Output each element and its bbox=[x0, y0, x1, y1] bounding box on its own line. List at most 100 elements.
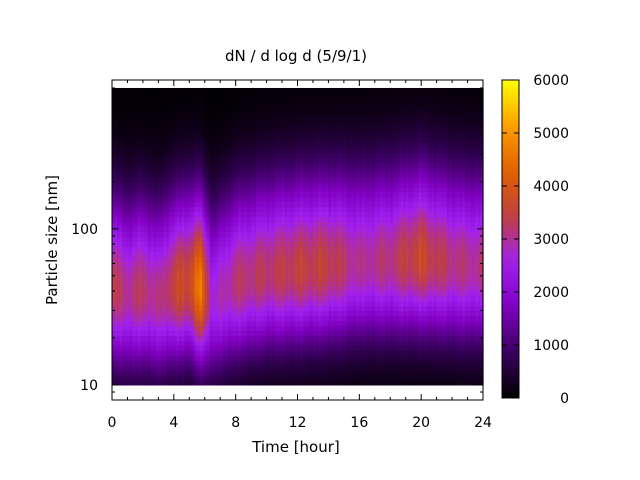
heatmap-cell bbox=[225, 122, 229, 129]
heatmap-cell bbox=[323, 221, 327, 228]
heatmap-cell bbox=[279, 92, 283, 99]
heatmap-cell bbox=[253, 365, 257, 371]
heatmap-cell bbox=[186, 251, 190, 257]
heatmap-cell bbox=[119, 365, 123, 371]
heatmap-cell bbox=[312, 172, 317, 178]
heatmap-cell bbox=[264, 132, 268, 139]
heatmap-cell bbox=[163, 374, 167, 381]
heatmap-cell bbox=[204, 172, 208, 178]
heatmap-cell bbox=[300, 152, 304, 158]
heatmap-cell bbox=[181, 226, 185, 233]
heatmap-cell bbox=[271, 182, 275, 188]
heatmap-cell bbox=[310, 280, 314, 287]
heatmap-cell bbox=[189, 370, 193, 376]
heatmap-cell bbox=[137, 172, 141, 178]
heatmap-cell bbox=[251, 330, 255, 336]
heatmap-cell bbox=[243, 201, 247, 208]
heatmap-cell bbox=[168, 374, 172, 381]
heatmap-cell bbox=[245, 231, 250, 238]
heatmap-cell bbox=[127, 379, 131, 386]
heatmap-cell bbox=[153, 365, 157, 371]
heatmap-cell bbox=[137, 157, 141, 163]
heatmap-cell bbox=[307, 226, 311, 233]
heatmap-cell bbox=[181, 340, 185, 346]
heatmap-cell bbox=[251, 305, 255, 312]
heatmap-cell bbox=[305, 211, 309, 218]
heatmap-cell bbox=[251, 186, 255, 193]
heatmap-cell bbox=[220, 246, 224, 252]
heatmap-cell bbox=[142, 241, 147, 247]
heatmap-cell bbox=[315, 221, 319, 228]
heatmap-cell bbox=[312, 206, 317, 213]
heatmap-cell bbox=[251, 231, 255, 238]
heatmap-cell bbox=[168, 365, 172, 371]
heatmap-cell bbox=[320, 340, 324, 346]
heatmap-cell bbox=[117, 142, 121, 148]
heatmap-cell bbox=[184, 162, 188, 168]
heatmap-cell bbox=[238, 370, 242, 376]
heatmap-cell bbox=[197, 206, 201, 213]
heatmap-cell bbox=[178, 280, 183, 287]
heatmap-cell bbox=[142, 122, 147, 129]
heatmap-cell bbox=[150, 365, 154, 371]
heatmap-cell bbox=[297, 177, 301, 183]
heatmap-cell bbox=[312, 374, 317, 381]
heatmap-cell bbox=[168, 122, 172, 129]
heatmap-cell bbox=[287, 271, 291, 277]
heatmap-cell bbox=[230, 246, 234, 252]
heatmap-cell bbox=[225, 350, 229, 356]
heatmap-cell bbox=[130, 350, 134, 356]
heatmap-cell bbox=[276, 117, 281, 124]
heatmap-cell bbox=[320, 285, 324, 292]
heatmap-cell bbox=[325, 360, 330, 366]
heatmap-cell bbox=[248, 117, 252, 124]
heatmap-cell bbox=[117, 132, 121, 139]
heatmap-cell bbox=[276, 132, 281, 139]
heatmap-cell bbox=[204, 122, 208, 129]
heatmap-cell bbox=[163, 360, 167, 366]
heatmap-cell bbox=[315, 345, 319, 351]
heatmap-cell bbox=[300, 345, 304, 351]
heatmap-cell bbox=[258, 310, 263, 317]
heatmap-cell bbox=[251, 127, 255, 134]
heatmap-cell bbox=[276, 285, 281, 292]
heatmap-cell bbox=[212, 122, 216, 129]
heatmap-cell bbox=[323, 177, 327, 183]
heatmap-cell bbox=[323, 300, 327, 307]
heatmap-cell bbox=[173, 340, 178, 346]
heatmap-cell bbox=[114, 172, 118, 178]
heatmap-cell bbox=[112, 221, 116, 228]
heatmap-cell bbox=[230, 280, 234, 287]
heatmap-cell bbox=[230, 211, 234, 218]
heatmap-cell bbox=[261, 256, 265, 262]
heatmap-cell bbox=[158, 147, 162, 153]
heatmap-cell bbox=[318, 196, 322, 203]
heatmap-cell bbox=[315, 196, 319, 203]
heatmap-cell bbox=[292, 266, 296, 272]
heatmap-cell bbox=[289, 157, 293, 163]
heatmap-cell bbox=[245, 280, 250, 287]
heatmap-cell bbox=[171, 152, 175, 158]
heatmap-cell bbox=[189, 107, 193, 114]
heatmap-cell bbox=[150, 97, 154, 104]
heatmap-cell bbox=[297, 142, 301, 148]
heatmap-cell bbox=[158, 132, 162, 139]
heatmap-cell bbox=[269, 196, 273, 203]
heatmap-cell bbox=[215, 122, 219, 129]
heatmap-cell bbox=[287, 315, 291, 322]
heatmap-cell bbox=[294, 300, 299, 307]
heatmap-cell bbox=[186, 241, 190, 247]
heatmap-cell bbox=[207, 142, 211, 148]
heatmap-cell bbox=[222, 231, 226, 238]
heatmap-cell bbox=[173, 92, 178, 99]
heatmap-cell bbox=[297, 310, 301, 317]
heatmap-cell bbox=[171, 320, 175, 327]
heatmap-cell bbox=[305, 221, 309, 228]
heatmap-cell bbox=[186, 370, 190, 376]
heatmap-cell bbox=[222, 92, 226, 99]
heatmap-cell bbox=[222, 142, 226, 148]
heatmap-cell bbox=[204, 132, 208, 139]
heatmap-cell bbox=[135, 280, 139, 287]
heatmap-cell bbox=[266, 355, 270, 361]
heatmap-cell bbox=[184, 167, 188, 173]
